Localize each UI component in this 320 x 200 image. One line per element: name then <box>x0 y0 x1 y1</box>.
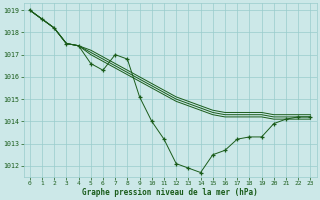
X-axis label: Graphe pression niveau de la mer (hPa): Graphe pression niveau de la mer (hPa) <box>82 188 258 197</box>
